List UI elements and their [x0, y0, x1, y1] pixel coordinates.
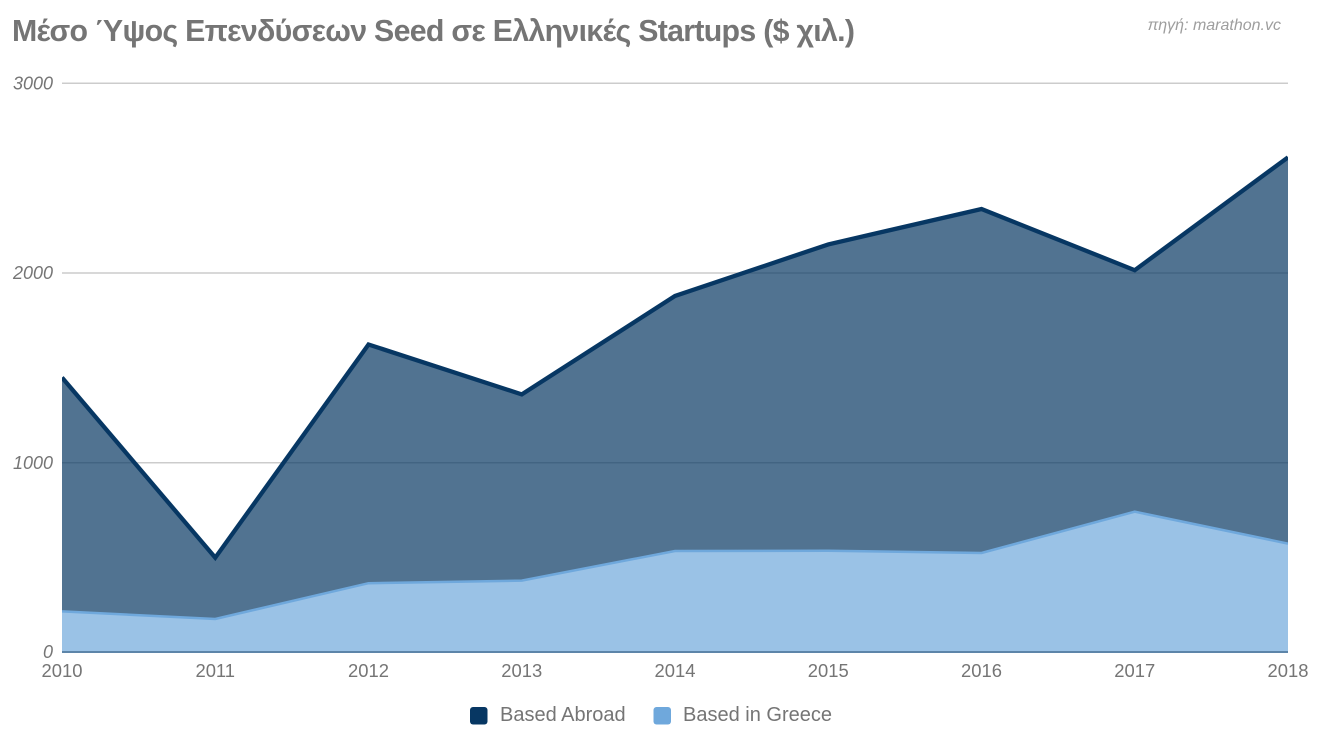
- svg-text:2011: 2011: [195, 660, 235, 681]
- svg-text:πηγή: marathon.vc: πηγή: marathon.vc: [1148, 17, 1281, 34]
- svg-text:0: 0: [43, 642, 53, 662]
- svg-text:Μέσο Ύψος Επενδύσεων Seed σε Ε: Μέσο Ύψος Επενδύσεων Seed σε Ελληνικές S…: [12, 15, 854, 48]
- svg-text:2013: 2013: [501, 660, 542, 681]
- svg-text:2015: 2015: [808, 660, 849, 681]
- svg-text:1000: 1000: [13, 453, 53, 473]
- svg-text:2017: 2017: [1114, 660, 1155, 681]
- svg-text:2000: 2000: [12, 263, 53, 283]
- svg-text:2012: 2012: [348, 660, 389, 681]
- svg-text:2014: 2014: [655, 660, 696, 681]
- svg-text:3000: 3000: [13, 73, 53, 93]
- svg-text:2016: 2016: [961, 660, 1002, 681]
- svg-text:Based in Greece: Based in Greece: [683, 704, 832, 726]
- svg-text:2018: 2018: [1268, 660, 1309, 681]
- svg-text:Based Abroad: Based Abroad: [500, 704, 626, 726]
- svg-text:2010: 2010: [42, 660, 83, 681]
